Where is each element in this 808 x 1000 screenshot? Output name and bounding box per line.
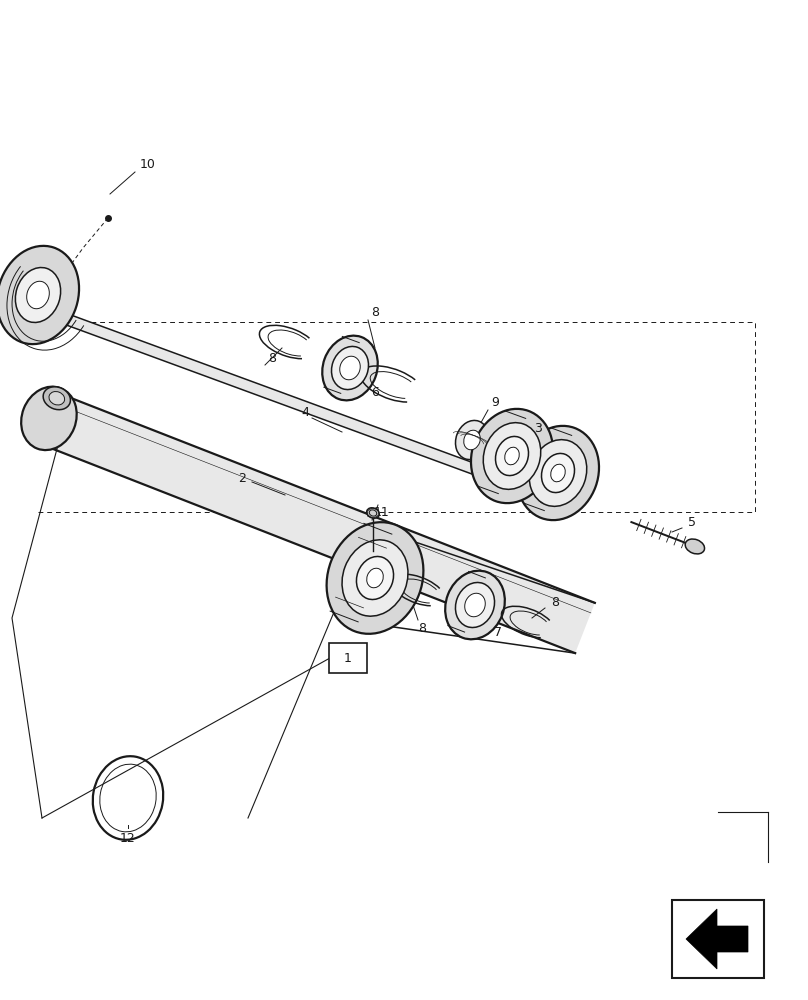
- Polygon shape: [38, 393, 595, 653]
- Polygon shape: [686, 909, 748, 969]
- Ellipse shape: [551, 464, 566, 482]
- Text: 2: 2: [238, 472, 246, 485]
- Text: 8: 8: [418, 621, 426, 635]
- FancyBboxPatch shape: [329, 643, 367, 673]
- Ellipse shape: [27, 281, 49, 309]
- Ellipse shape: [505, 447, 520, 465]
- Ellipse shape: [445, 571, 505, 639]
- Ellipse shape: [464, 430, 480, 450]
- Ellipse shape: [49, 392, 65, 405]
- Text: 4: 4: [301, 406, 309, 418]
- Text: 9: 9: [491, 395, 499, 408]
- Ellipse shape: [15, 268, 61, 322]
- Ellipse shape: [483, 423, 541, 489]
- Ellipse shape: [331, 346, 368, 390]
- Ellipse shape: [369, 510, 377, 516]
- Ellipse shape: [43, 387, 70, 410]
- Text: 11: 11: [374, 506, 390, 518]
- Text: 6: 6: [371, 385, 379, 398]
- Polygon shape: [53, 310, 547, 500]
- Ellipse shape: [456, 582, 494, 628]
- Text: 12: 12: [120, 832, 136, 844]
- FancyBboxPatch shape: [672, 900, 764, 978]
- Ellipse shape: [326, 522, 423, 634]
- Ellipse shape: [541, 453, 574, 493]
- Ellipse shape: [517, 426, 599, 520]
- Text: 1: 1: [344, 652, 352, 664]
- Ellipse shape: [339, 356, 360, 380]
- Text: 7: 7: [494, 626, 502, 639]
- Ellipse shape: [367, 508, 379, 518]
- Ellipse shape: [21, 387, 77, 450]
- Text: 5: 5: [688, 516, 696, 528]
- Ellipse shape: [367, 568, 383, 588]
- Ellipse shape: [322, 336, 378, 400]
- Ellipse shape: [342, 540, 408, 616]
- Ellipse shape: [529, 440, 587, 506]
- Ellipse shape: [471, 409, 553, 503]
- Text: 8: 8: [268, 352, 276, 364]
- Ellipse shape: [356, 556, 393, 600]
- Ellipse shape: [685, 539, 705, 554]
- Text: 10: 10: [140, 158, 156, 172]
- Text: 3: 3: [534, 422, 542, 434]
- Ellipse shape: [495, 436, 528, 476]
- Text: 8: 8: [371, 306, 379, 318]
- Ellipse shape: [539, 487, 551, 503]
- Ellipse shape: [0, 246, 79, 344]
- Ellipse shape: [456, 420, 489, 460]
- Text: 8: 8: [551, 595, 559, 608]
- Ellipse shape: [465, 593, 486, 617]
